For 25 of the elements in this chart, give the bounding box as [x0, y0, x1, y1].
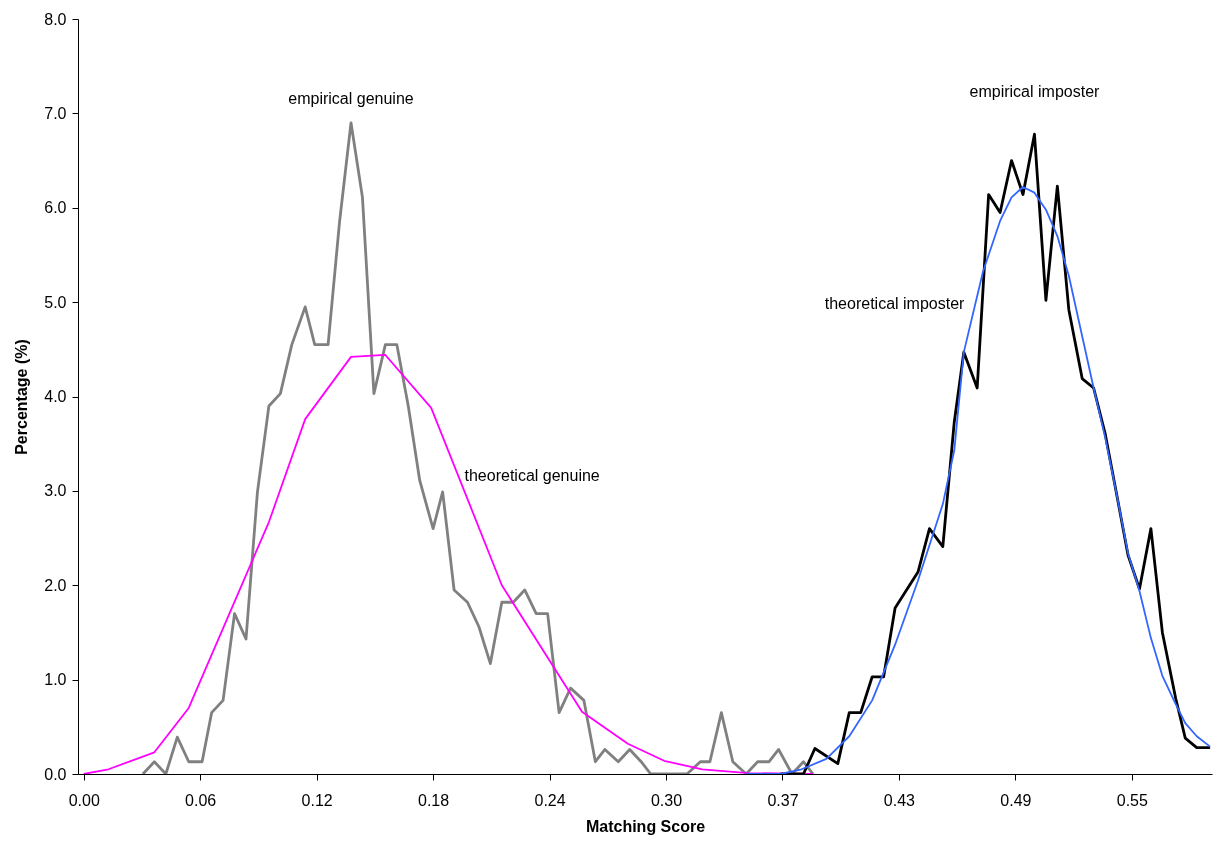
y-axis-title: Percentage (%)	[13, 339, 31, 455]
y-tick-label: 1.0	[44, 671, 67, 689]
x-tick-label: 0.37	[767, 791, 799, 809]
x-tick-label: 0.12	[301, 791, 333, 809]
y-tick-label: 5.0	[44, 293, 67, 311]
x-axis-title: Matching Score	[585, 817, 706, 835]
x-tick-label: 0.49	[1000, 791, 1032, 809]
y-tick-label: 8.0	[44, 10, 67, 28]
y-tick-label: 7.0	[44, 104, 67, 122]
y-tick-label: 6.0	[44, 199, 67, 217]
x-tick-label: 0.00	[68, 791, 100, 809]
x-tick-label: 0.18	[418, 791, 450, 809]
x-tick-label: 0.43	[883, 791, 916, 809]
series-label: empirical genuine	[288, 89, 414, 107]
y-tick-label: 3.0	[44, 482, 67, 500]
x-tick-label: 0.24	[534, 791, 566, 809]
series-label: theoretical genuine	[464, 467, 600, 485]
series-label: theoretical imposter	[824, 295, 966, 313]
text: empirical imposter	[969, 83, 1101, 101]
x-tick-label: 0.30	[650, 791, 683, 809]
y-tick-label: 2.0	[44, 576, 67, 594]
x-tick-label: 0.55	[1116, 791, 1148, 809]
y-tick-label: 0.0	[44, 765, 67, 783]
y-tick-label: 4.0	[44, 388, 67, 405]
x-tick-label: 0.06	[185, 791, 217, 809]
